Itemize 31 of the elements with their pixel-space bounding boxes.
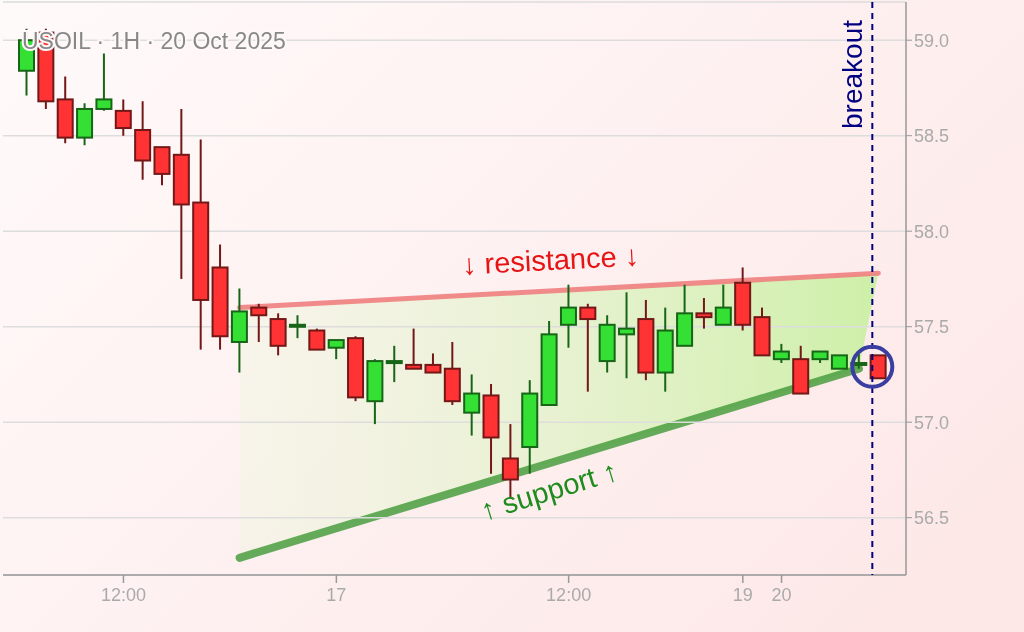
x-tick-label: 17 — [326, 585, 347, 605]
y-tick-label: 56.5 — [914, 508, 950, 529]
y-tick-label: 59.0 — [914, 30, 950, 51]
x-tick-label: 19 — [732, 585, 753, 605]
annotation: ↓ resistance ↓ — [461, 239, 640, 281]
x-tick-label: 12:00 — [100, 585, 146, 605]
y-tick-label: 57.5 — [914, 317, 950, 338]
y-tick-label: 58.5 — [914, 126, 950, 147]
candlestick — [695, 297, 713, 330]
candlestick — [308, 327, 326, 351]
candlestick — [559, 283, 577, 349]
candlestick — [114, 98, 132, 137]
annotation: ↑ support ↑ — [476, 454, 622, 527]
candlestick — [579, 302, 597, 393]
candlestick — [250, 302, 268, 343]
y-tick-label: 58.0 — [914, 221, 950, 242]
candlestick — [463, 373, 481, 437]
candlestick — [714, 283, 732, 326]
candlestick — [405, 327, 423, 370]
annotation: breakout — [837, 19, 869, 129]
x-tick-label: 20 — [771, 585, 792, 605]
x-tick-label: 12:00 — [546, 585, 592, 605]
candlestick — [772, 342, 790, 364]
candlestick — [424, 352, 442, 374]
candlestick — [385, 344, 403, 384]
candlestick — [288, 314, 306, 340]
candlestick — [95, 52, 113, 112]
candlestick — [327, 339, 345, 361]
candlestick — [869, 354, 887, 380]
candlestick — [618, 291, 636, 380]
y-tick-label: 57.0 — [914, 412, 950, 433]
